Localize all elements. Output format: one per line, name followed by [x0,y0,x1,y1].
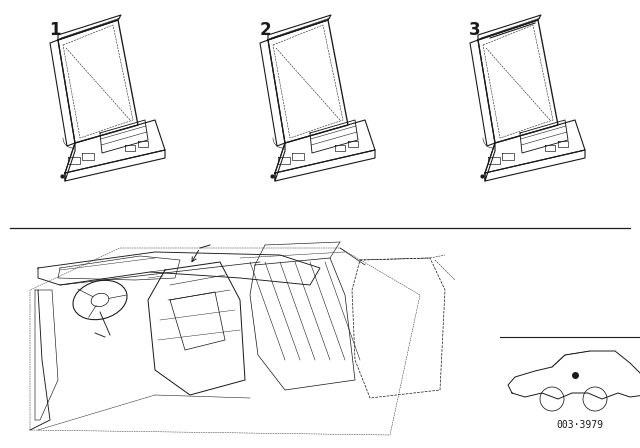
Text: 003·3979: 003·3979 [557,420,604,430]
Text: 1: 1 [49,21,61,39]
Text: 2: 2 [259,21,271,39]
Text: 3: 3 [469,21,481,39]
